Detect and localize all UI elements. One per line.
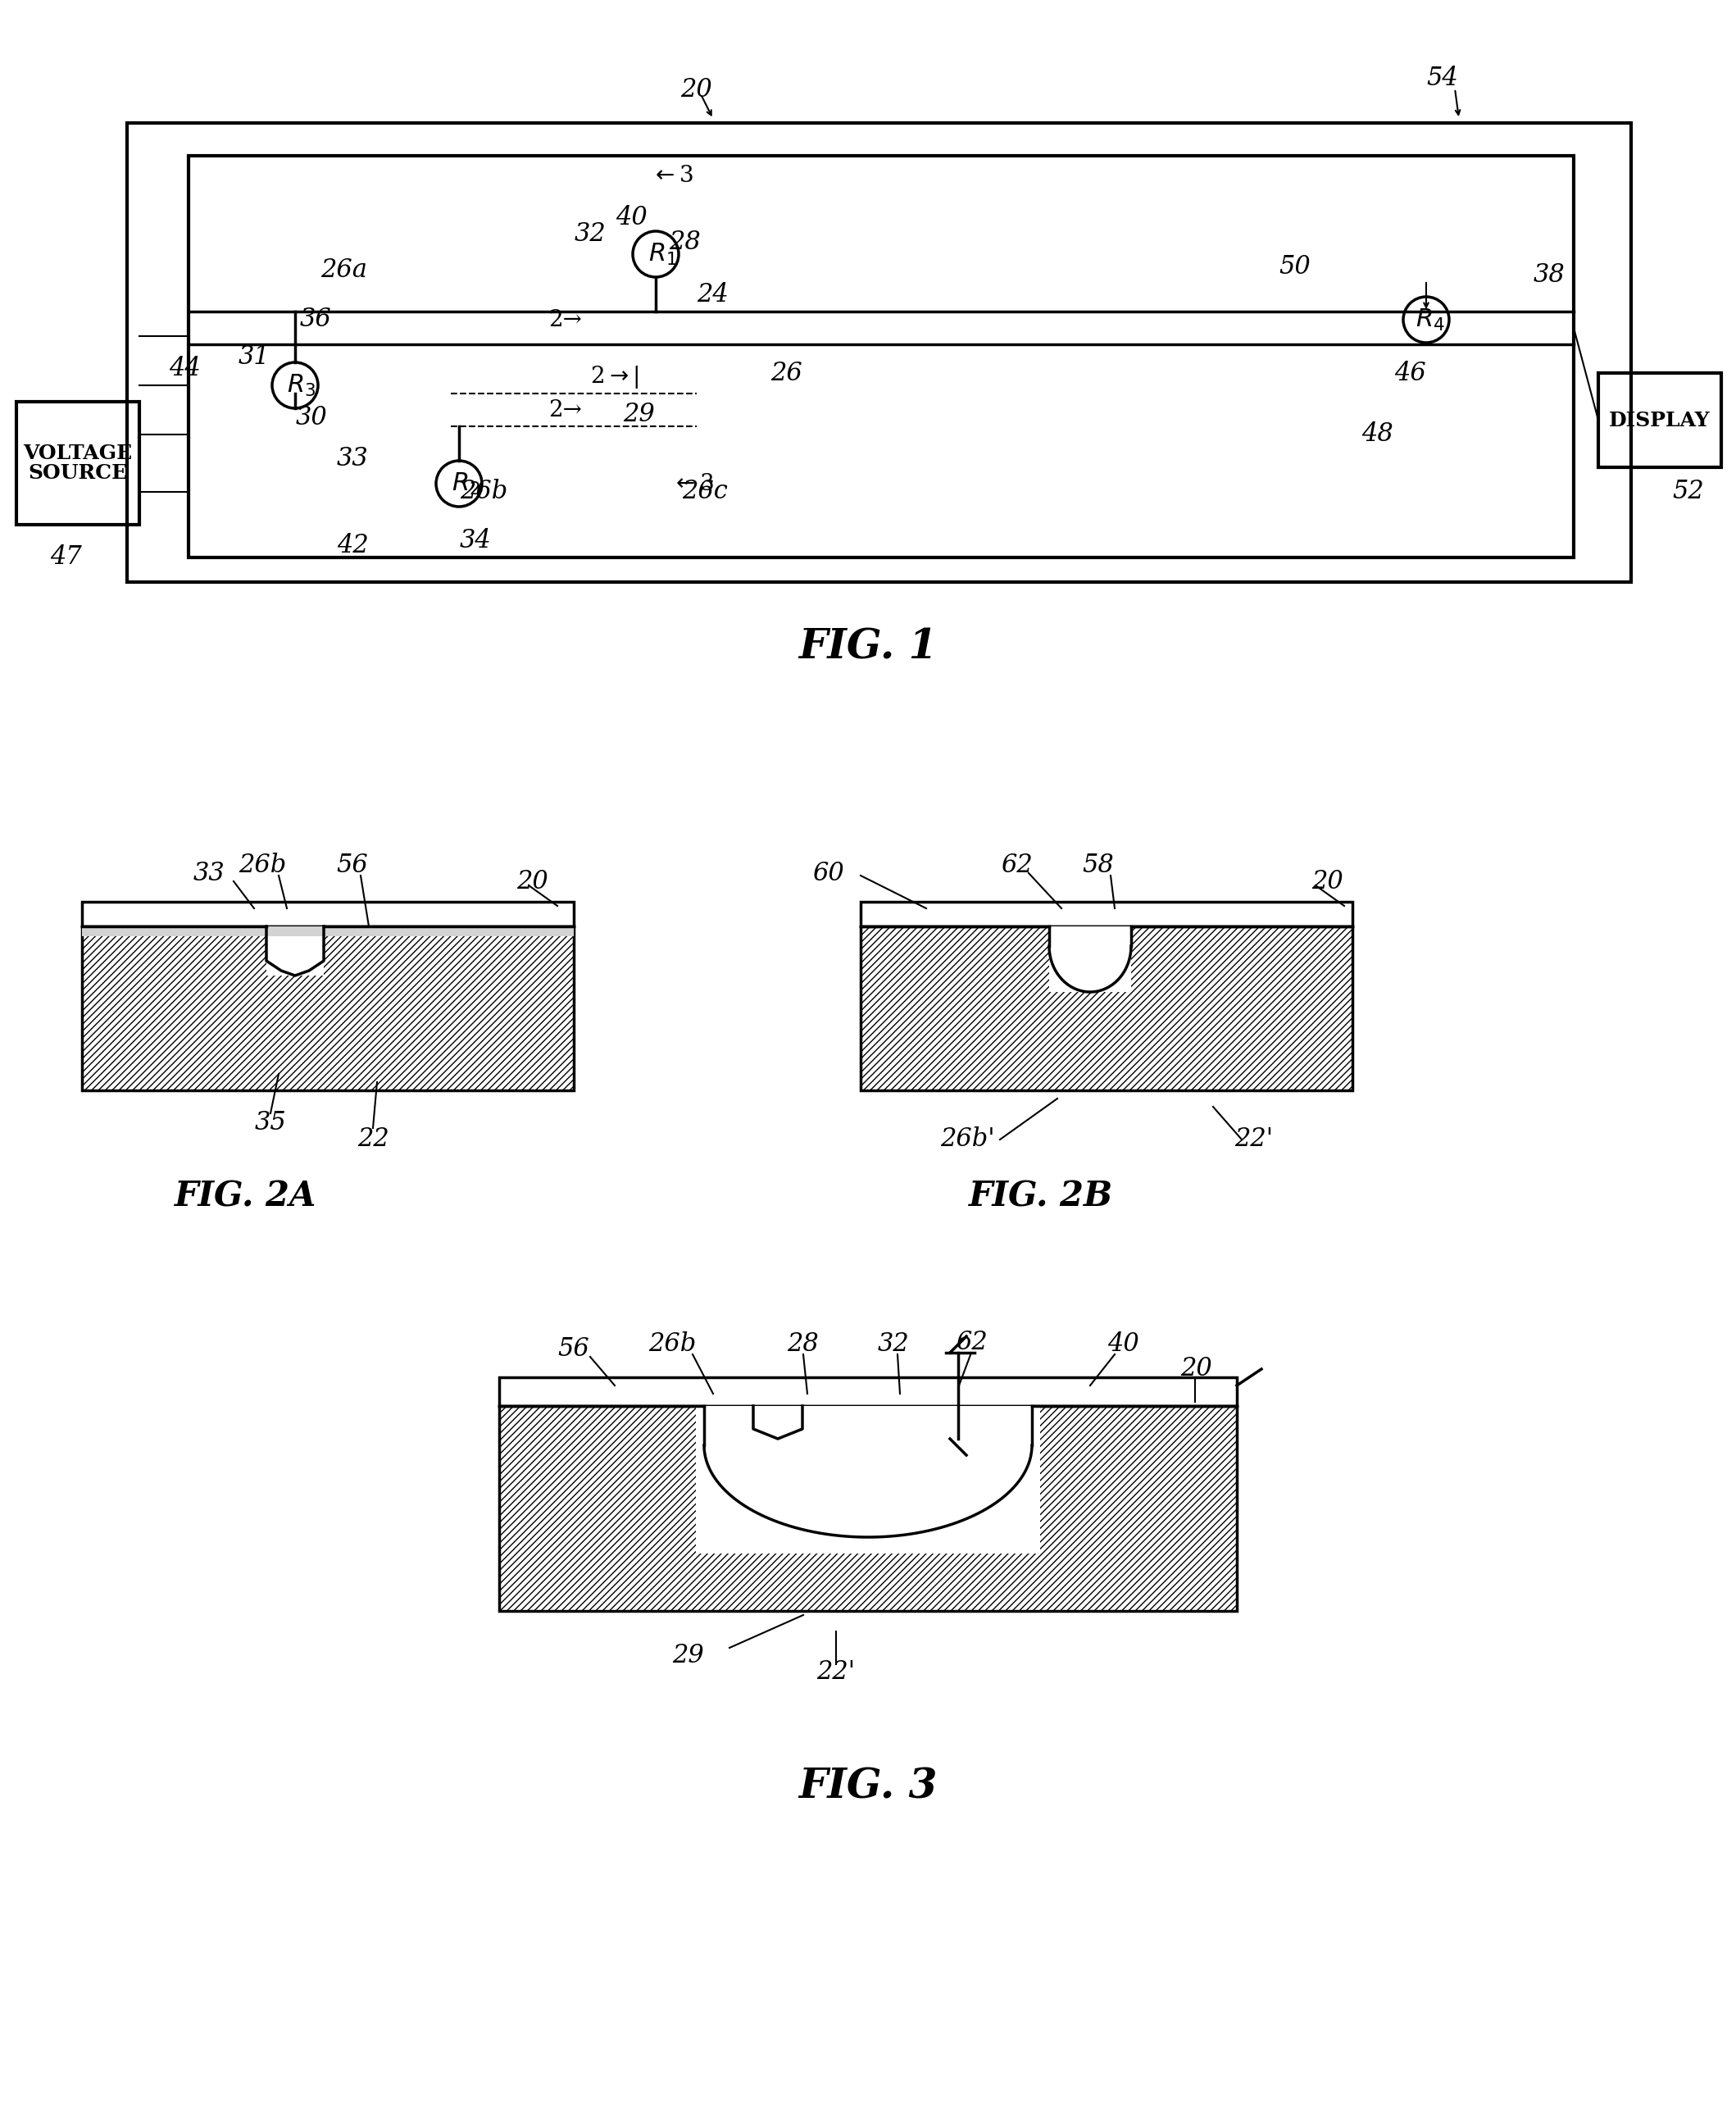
Text: 40: 40 bbox=[1108, 1333, 1139, 1358]
Text: 2→: 2→ bbox=[549, 399, 582, 420]
Text: 58: 58 bbox=[1083, 851, 1115, 879]
Text: $\leftarrow$3: $\leftarrow$3 bbox=[672, 473, 713, 494]
Text: FIG. 3: FIG. 3 bbox=[799, 1768, 937, 1808]
Bar bbox=[1599, 372, 1722, 467]
Text: $\leftarrow$3: $\leftarrow$3 bbox=[651, 166, 693, 187]
Text: 56: 56 bbox=[337, 851, 368, 879]
Text: 44: 44 bbox=[168, 355, 200, 383]
Text: DISPLAY: DISPLAY bbox=[1609, 410, 1710, 431]
Text: 40: 40 bbox=[615, 204, 648, 229]
Text: 56: 56 bbox=[557, 1337, 590, 1362]
Text: 46: 46 bbox=[1394, 359, 1425, 387]
Bar bbox=[127, 124, 1632, 582]
Text: 42: 42 bbox=[337, 532, 368, 557]
Text: 26b': 26b' bbox=[939, 1127, 995, 1152]
Text: 36: 36 bbox=[300, 307, 332, 332]
Text: 22': 22' bbox=[816, 1661, 856, 1686]
Text: 24: 24 bbox=[698, 282, 729, 307]
Bar bbox=[861, 902, 1352, 927]
Text: 26: 26 bbox=[771, 359, 802, 387]
Bar bbox=[82, 927, 575, 935]
Text: FIG. 2B: FIG. 2B bbox=[969, 1179, 1113, 1215]
Bar bbox=[82, 927, 575, 1091]
Text: 29: 29 bbox=[672, 1644, 705, 1669]
Text: SOURCE: SOURCE bbox=[28, 462, 127, 483]
Bar bbox=[500, 1377, 1236, 1406]
Bar bbox=[861, 927, 1352, 1091]
Text: 52: 52 bbox=[1672, 479, 1705, 504]
Text: 35: 35 bbox=[255, 1110, 286, 1135]
Text: 26a: 26a bbox=[321, 259, 368, 284]
Text: 54: 54 bbox=[1427, 65, 1458, 90]
Bar bbox=[696, 1406, 1040, 1553]
Text: 50: 50 bbox=[1279, 254, 1311, 280]
Text: 20: 20 bbox=[1180, 1356, 1212, 1381]
Text: FIG. 1: FIG. 1 bbox=[799, 628, 937, 668]
Text: 29: 29 bbox=[623, 401, 654, 427]
Text: 28: 28 bbox=[788, 1333, 819, 1358]
Text: 22': 22' bbox=[1234, 1127, 1274, 1152]
Text: 38: 38 bbox=[1533, 263, 1564, 288]
Bar bbox=[753, 1406, 802, 1438]
Bar bbox=[82, 902, 575, 927]
Text: 26b: 26b bbox=[460, 479, 507, 504]
Text: VOLTAGE: VOLTAGE bbox=[23, 444, 132, 462]
Text: FIG. 2A: FIG. 2A bbox=[175, 1179, 318, 1215]
Text: 31: 31 bbox=[238, 345, 271, 370]
Text: 60: 60 bbox=[812, 860, 844, 885]
Text: 2$\rightarrow$|: 2$\rightarrow$| bbox=[590, 364, 639, 391]
Bar bbox=[189, 156, 1575, 557]
Text: $R_3$: $R_3$ bbox=[286, 372, 316, 397]
Text: 32: 32 bbox=[877, 1333, 910, 1358]
Text: 22: 22 bbox=[358, 1127, 389, 1152]
Text: $R_2$: $R_2$ bbox=[451, 471, 479, 496]
Bar bbox=[500, 1406, 1236, 1610]
Text: 26b: 26b bbox=[238, 851, 286, 879]
Text: $R_4$: $R_4$ bbox=[1415, 307, 1444, 332]
Text: 32: 32 bbox=[575, 221, 606, 246]
Bar bbox=[1049, 927, 1132, 992]
Text: 20: 20 bbox=[1312, 868, 1344, 893]
Text: 20: 20 bbox=[517, 868, 549, 893]
Text: 26c: 26c bbox=[682, 479, 727, 504]
Text: 20: 20 bbox=[681, 78, 712, 103]
Bar bbox=[16, 401, 139, 526]
Text: 48: 48 bbox=[1361, 423, 1392, 448]
Text: 30: 30 bbox=[295, 406, 328, 431]
Text: 26b: 26b bbox=[648, 1333, 696, 1358]
Text: $R_1$: $R_1$ bbox=[648, 242, 677, 267]
Text: 47: 47 bbox=[50, 544, 82, 570]
Text: 28: 28 bbox=[668, 229, 700, 254]
Text: 34: 34 bbox=[460, 528, 491, 553]
Text: 33: 33 bbox=[193, 860, 226, 885]
Text: 62: 62 bbox=[1000, 851, 1033, 879]
Text: 62: 62 bbox=[955, 1331, 988, 1356]
Text: 33: 33 bbox=[337, 446, 368, 471]
Text: 2→: 2→ bbox=[549, 309, 582, 330]
Bar bbox=[266, 927, 323, 975]
